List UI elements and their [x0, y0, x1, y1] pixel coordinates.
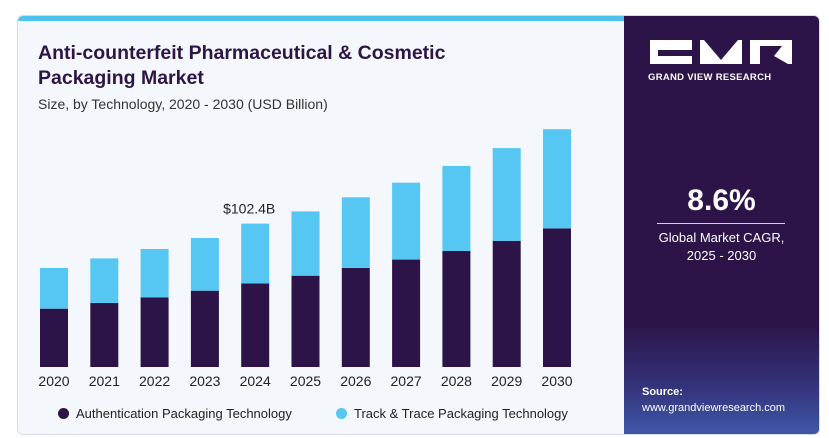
bar-segment-track-trace-2025 — [291, 211, 320, 276]
legend-swatch-track-trace — [336, 408, 347, 419]
legend-item-track-trace: Track & Trace Packaging Technology — [336, 406, 568, 421]
brand-panel: GRAND VIEW RESEARCH 8.6% Global Market C… — [624, 16, 819, 434]
source-link[interactable]: www.grandviewresearch.com — [642, 402, 786, 414]
bar-segment-track-trace-2022 — [140, 249, 169, 298]
bar-segment-track-trace-2026 — [341, 197, 370, 268]
bar-segment-authentication-2022 — [140, 297, 169, 367]
bar-segment-track-trace-2027 — [392, 182, 421, 260]
x-tick-label: 2020 — [38, 373, 69, 389]
bar-segment-track-trace-2023 — [190, 238, 219, 291]
x-tick-label: 2021 — [89, 373, 120, 389]
legend-label-track-trace: Track & Trace Packaging Technology — [354, 406, 568, 421]
cagr-label: Global Market CAGR, 2025 - 2030 — [624, 229, 819, 265]
bar-segment-authentication-2028 — [442, 251, 471, 367]
bar-chart: 2020 2021 2022 2023 2024 2025 2026 2027 2028 2029… — [38, 129, 573, 389]
bar-segment-authentication-2027 — [392, 259, 421, 367]
x-tick-label: 2024 — [240, 373, 271, 389]
accent-bar — [18, 16, 624, 21]
decorative-gradient — [624, 324, 819, 434]
bar-segment-authentication-2026 — [341, 267, 370, 367]
data-label-2024: $102.4B — [223, 201, 275, 217]
legend-item-authentication: Authentication Packaging Technology — [58, 406, 292, 421]
bar-segment-authentication-2020 — [40, 308, 68, 367]
cagr-label-line1: Global Market CAGR, — [658, 230, 785, 245]
bar-segment-authentication-2021 — [90, 302, 119, 367]
x-tick-label: 2026 — [340, 373, 371, 389]
chart-subtitle: Size, by Technology, 2020 - 2030 (USD Bi… — [38, 96, 328, 112]
bar-segment-authentication-2029 — [492, 240, 521, 367]
chart-panel: Anti-counterfeit Pharmaceutical & Cosmet… — [18, 21, 624, 434]
bar-segment-authentication-2024 — [241, 283, 270, 367]
bar-segment-authentication-2030 — [543, 228, 571, 367]
x-tick-label: 2022 — [139, 373, 170, 389]
grand-view-research-logo — [650, 40, 792, 64]
x-tick-label: 2030 — [541, 373, 572, 389]
bar-segment-authentication-2025 — [291, 275, 320, 367]
x-tick-label: 2023 — [189, 373, 220, 389]
bar-segment-track-trace-2021 — [90, 258, 119, 303]
infographic-card: Anti-counterfeit Pharmaceutical & Cosmet… — [17, 15, 820, 435]
bar-segment-track-trace-2020 — [40, 268, 68, 309]
legend-swatch-authentication — [58, 408, 69, 419]
cagr-label-line2: 2025 - 2030 — [686, 248, 757, 263]
bar-segment-track-trace-2024 — [241, 223, 270, 284]
x-tick-label: 2028 — [441, 373, 472, 389]
brand-name: GRAND VIEW RESEARCH — [648, 72, 772, 83]
bar-segment-track-trace-2028 — [442, 166, 471, 251]
legend-label-authentication: Authentication Packaging Technology — [76, 406, 292, 421]
chart-title: Anti-counterfeit Pharmaceutical & Cosmet… — [38, 42, 446, 89]
x-tick-label: 2027 — [391, 373, 422, 389]
cagr-value: 8.6% — [687, 184, 756, 217]
x-tick-label: 2029 — [491, 373, 522, 389]
divider — [657, 223, 785, 224]
bar-segment-track-trace-2030 — [543, 129, 571, 229]
x-tick-label: 2025 — [290, 373, 321, 389]
bar-segment-authentication-2023 — [190, 290, 219, 367]
bar-segment-track-trace-2029 — [492, 148, 521, 241]
source-label: Source: — [642, 386, 683, 398]
